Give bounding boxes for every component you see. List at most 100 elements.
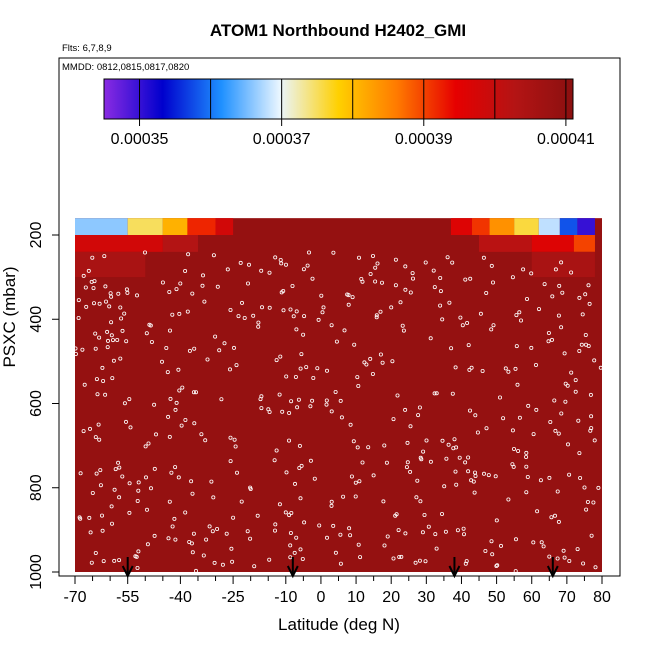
observation-point bbox=[87, 515, 92, 520]
observation-point bbox=[173, 537, 178, 542]
observation-point bbox=[420, 530, 425, 535]
observation-point bbox=[452, 437, 457, 442]
observation-point bbox=[366, 445, 371, 450]
observation-point bbox=[122, 311, 127, 316]
observation-point bbox=[405, 440, 410, 445]
observation-point bbox=[538, 478, 543, 483]
observation-point bbox=[116, 291, 121, 296]
observation-point bbox=[81, 273, 86, 278]
observation-point bbox=[176, 367, 181, 372]
observation-point bbox=[109, 504, 114, 509]
observation-point bbox=[537, 307, 542, 312]
observation-point bbox=[324, 535, 329, 540]
observation-point bbox=[416, 413, 421, 418]
observation-point bbox=[567, 559, 572, 564]
observation-point bbox=[304, 365, 309, 370]
observation-point bbox=[510, 462, 515, 467]
observation-point bbox=[174, 287, 179, 292]
observation-point bbox=[368, 356, 373, 361]
observation-point bbox=[124, 339, 129, 344]
observation-point bbox=[127, 510, 132, 515]
observation-point bbox=[426, 524, 431, 529]
observation-point bbox=[480, 368, 485, 373]
heatmap-cell bbox=[531, 235, 574, 252]
observation-point bbox=[514, 537, 519, 542]
observation-point bbox=[93, 331, 98, 336]
observation-point bbox=[111, 358, 116, 363]
observation-point bbox=[116, 460, 121, 465]
observation-point bbox=[199, 432, 204, 437]
observation-point bbox=[143, 475, 148, 480]
observation-point bbox=[127, 397, 132, 402]
observation-point bbox=[77, 515, 82, 520]
observation-point bbox=[398, 300, 403, 305]
x-tick-label: -25 bbox=[222, 589, 245, 606]
observation-point bbox=[549, 515, 554, 520]
observation-point bbox=[566, 442, 571, 447]
observation-point bbox=[109, 294, 114, 299]
observation-point bbox=[484, 290, 489, 295]
observation-point bbox=[191, 531, 196, 536]
observation-point bbox=[93, 346, 98, 351]
observation-point bbox=[577, 295, 582, 300]
observation-point bbox=[177, 388, 182, 393]
observation-point bbox=[308, 458, 313, 463]
observation-point bbox=[408, 290, 413, 295]
observation-point bbox=[478, 311, 483, 316]
observation-point bbox=[189, 541, 194, 546]
observation-point bbox=[356, 255, 361, 260]
observation-point bbox=[559, 325, 564, 330]
observation-point bbox=[444, 456, 449, 461]
observation-point bbox=[495, 563, 500, 568]
observation-point bbox=[391, 417, 396, 422]
observation-point bbox=[569, 370, 574, 375]
observation-point bbox=[451, 446, 456, 451]
observation-point bbox=[299, 352, 304, 357]
observation-point bbox=[489, 263, 494, 268]
observation-point bbox=[297, 465, 302, 470]
observation-point bbox=[546, 339, 551, 344]
observation-point bbox=[490, 552, 495, 557]
observation-point bbox=[466, 343, 471, 348]
observation-point bbox=[472, 470, 477, 475]
observation-point bbox=[453, 469, 458, 474]
observation-point bbox=[445, 255, 450, 260]
observation-point bbox=[274, 448, 279, 453]
observation-point bbox=[460, 323, 465, 328]
colorbar-tick-label: 0.00039 bbox=[395, 131, 453, 148]
observation-point bbox=[170, 312, 175, 317]
observation-point bbox=[288, 307, 293, 312]
colorbar-tick-label: 0.00037 bbox=[253, 131, 311, 148]
heatmap-cell bbox=[162, 218, 188, 235]
observation-point bbox=[431, 268, 436, 273]
observation-point bbox=[201, 553, 206, 558]
observation-point bbox=[110, 521, 115, 526]
observation-point bbox=[86, 268, 91, 273]
observation-point bbox=[297, 443, 302, 448]
observation-point bbox=[557, 283, 562, 288]
observation-point bbox=[288, 531, 293, 536]
observation-point bbox=[212, 560, 217, 565]
x-tick-label: 40 bbox=[453, 589, 471, 606]
observation-point bbox=[503, 366, 508, 371]
observation-point bbox=[542, 282, 547, 287]
observation-point bbox=[117, 495, 122, 500]
observation-point bbox=[122, 401, 127, 406]
observation-point bbox=[266, 407, 271, 412]
x-tick-label: -10 bbox=[274, 589, 297, 606]
x-axis-label: Latitude (deg N) bbox=[278, 615, 400, 634]
observation-point bbox=[167, 328, 172, 333]
observation-point bbox=[287, 513, 292, 518]
observation-point bbox=[370, 253, 375, 258]
observation-point bbox=[467, 408, 472, 413]
observation-point bbox=[76, 298, 81, 303]
observation-point bbox=[81, 429, 86, 434]
observation-point bbox=[357, 479, 362, 484]
observation-point bbox=[83, 285, 88, 290]
observation-point bbox=[98, 483, 103, 488]
observation-point bbox=[245, 529, 250, 534]
observation-point bbox=[589, 414, 594, 419]
observation-point bbox=[147, 322, 152, 327]
observation-point bbox=[433, 532, 438, 537]
